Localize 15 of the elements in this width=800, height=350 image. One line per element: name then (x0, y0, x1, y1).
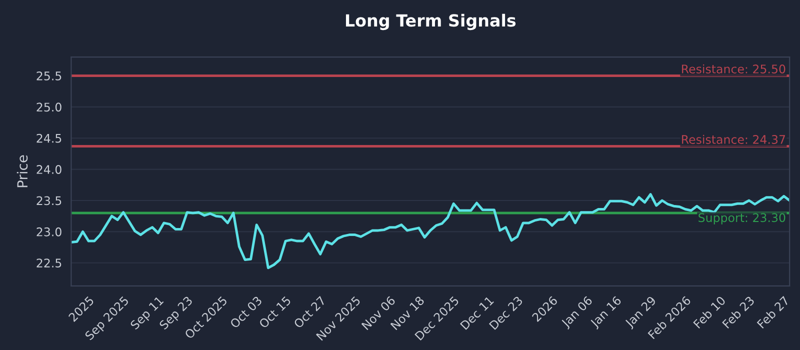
y-axis-title: Price (16, 155, 28, 188)
line-series (71, 193, 790, 270)
ref-line-label: Resistance: 25.50 (682, 64, 786, 74)
y-tick-label: 22.5 (36, 258, 62, 268)
y-tick-label: 25.5 (36, 71, 62, 80)
ref-line-label: Resistance: 24.37 (682, 134, 785, 144)
y-tick-label: 24.5 (36, 134, 62, 143)
ref-line-label: Support: 23.30 (698, 213, 786, 224)
y-tick-label: 24.0 (36, 165, 62, 174)
x-tick-label: Oct 27 (293, 296, 326, 329)
x-tick-label: Feb 27 (756, 296, 790, 329)
y-tick-label: 23.5 (36, 196, 62, 206)
chart-title: Long Term Signals (346, 14, 516, 30)
y-tick-label: 23.0 (36, 227, 62, 236)
y-tick-label: 25.0 (36, 102, 62, 112)
